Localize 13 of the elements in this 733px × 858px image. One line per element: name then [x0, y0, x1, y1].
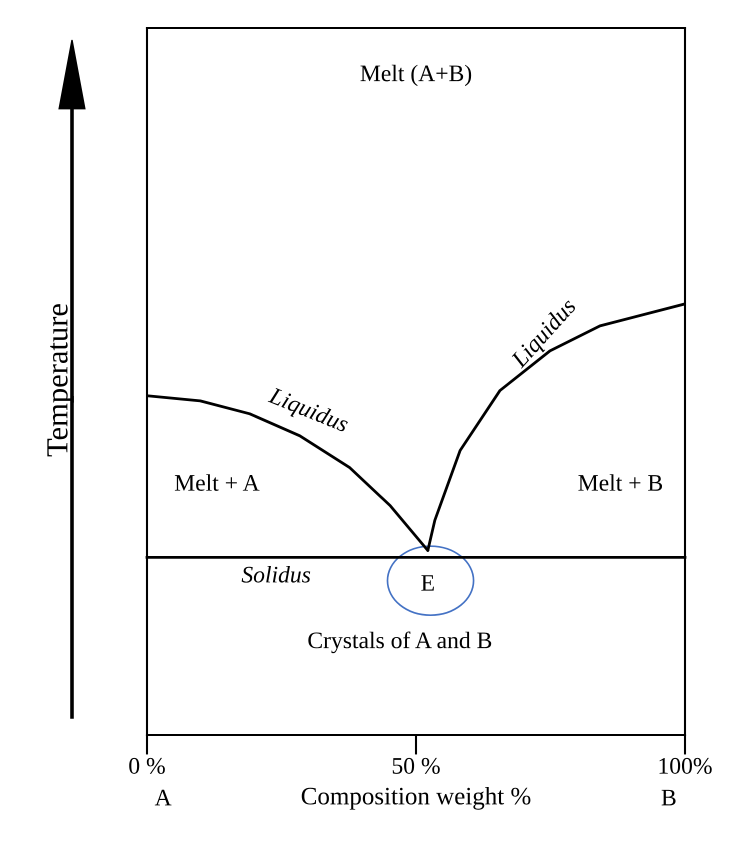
x-tick-label: 50 % [392, 758, 440, 774]
ref-line-label: Solidus [242, 566, 310, 583]
annotation: Crystals of A and B [308, 631, 492, 654]
text: A [154, 790, 172, 806]
text: B [662, 790, 676, 806]
text: Melt (A+B) [360, 64, 472, 86]
x-tick-label: 100% [660, 758, 712, 774]
annotation: E [421, 575, 434, 591]
annotation: Melt + B [578, 474, 662, 491]
x-tick-label: 0 % [129, 758, 165, 774]
y-axis-title: Temperature [47, 304, 74, 456]
x-axis-title: Composition weight % [302, 786, 530, 810]
annotation: Melt + A [174, 474, 260, 491]
